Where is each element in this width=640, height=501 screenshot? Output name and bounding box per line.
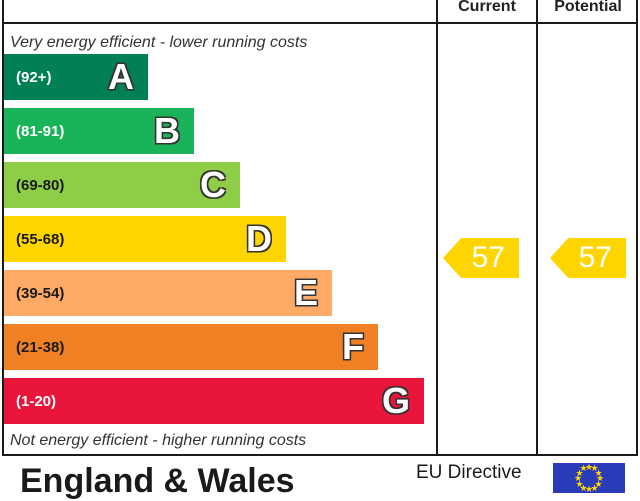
band-letter: E bbox=[293, 272, 318, 313]
band-range: (55-68) bbox=[16, 230, 65, 248]
band-range: (92+) bbox=[16, 68, 52, 86]
band-f: (21-38) F bbox=[4, 324, 378, 370]
band-range: (39-54) bbox=[16, 284, 65, 302]
flag-star-icon: ★ bbox=[594, 467, 603, 478]
current-rating-value: 57 bbox=[471, 241, 505, 274]
band-letter: C bbox=[200, 164, 226, 205]
band-g: (1-20) G bbox=[4, 378, 424, 424]
band-letter: B bbox=[154, 110, 180, 151]
potential-rating-value: 57 bbox=[578, 241, 612, 274]
band-letter: F bbox=[342, 326, 364, 367]
band-letter: G bbox=[381, 380, 410, 421]
band-range: (21-38) bbox=[16, 338, 65, 356]
band-range: (81-91) bbox=[16, 122, 65, 140]
band-e: (39-54) E bbox=[4, 270, 332, 316]
flag-star-icon: ★ bbox=[596, 473, 605, 483]
flag-star-icon: ★ bbox=[575, 467, 584, 478]
flag-star-icon: ★ bbox=[574, 473, 583, 483]
band-c: (69-80) C bbox=[4, 162, 240, 208]
band-letter: D bbox=[246, 218, 272, 259]
band-b: (81-91) B bbox=[4, 108, 194, 154]
header-divider bbox=[4, 22, 636, 24]
current-column-header: Current bbox=[458, 0, 516, 15]
inefficient-caption: Not energy efficient - higher running co… bbox=[10, 432, 307, 449]
epc-chart-frame: Current Potential bbox=[2, 0, 638, 456]
band-a: (92+) A bbox=[4, 54, 148, 100]
potential-column-header: Potential bbox=[554, 0, 622, 15]
potential-rating-arrow: 57 bbox=[550, 238, 626, 278]
region-title: England & Wales bbox=[20, 462, 295, 500]
flag-star-icon: ★ bbox=[590, 463, 599, 474]
eu-directive-label: EU Directive bbox=[416, 462, 522, 483]
current-column-divider bbox=[436, 0, 438, 456]
band-range: (1-20) bbox=[16, 392, 57, 410]
eu-flag-icon: ★ ★ ★ ★ ★ ★ ★ ★ ★ ★ ★ ★ bbox=[553, 462, 625, 494]
band-range: (69-80) bbox=[16, 176, 65, 194]
flag-star-icon: ★ bbox=[579, 463, 588, 474]
potential-column-divider bbox=[536, 0, 538, 456]
current-rating-arrow: 57 bbox=[443, 238, 519, 278]
efficient-caption: Very energy efficient - lower running co… bbox=[10, 34, 308, 51]
band-letter: A bbox=[108, 56, 134, 97]
flag-star-icon: ★ bbox=[585, 462, 594, 472]
band-d: (55-68) D bbox=[4, 216, 286, 262]
